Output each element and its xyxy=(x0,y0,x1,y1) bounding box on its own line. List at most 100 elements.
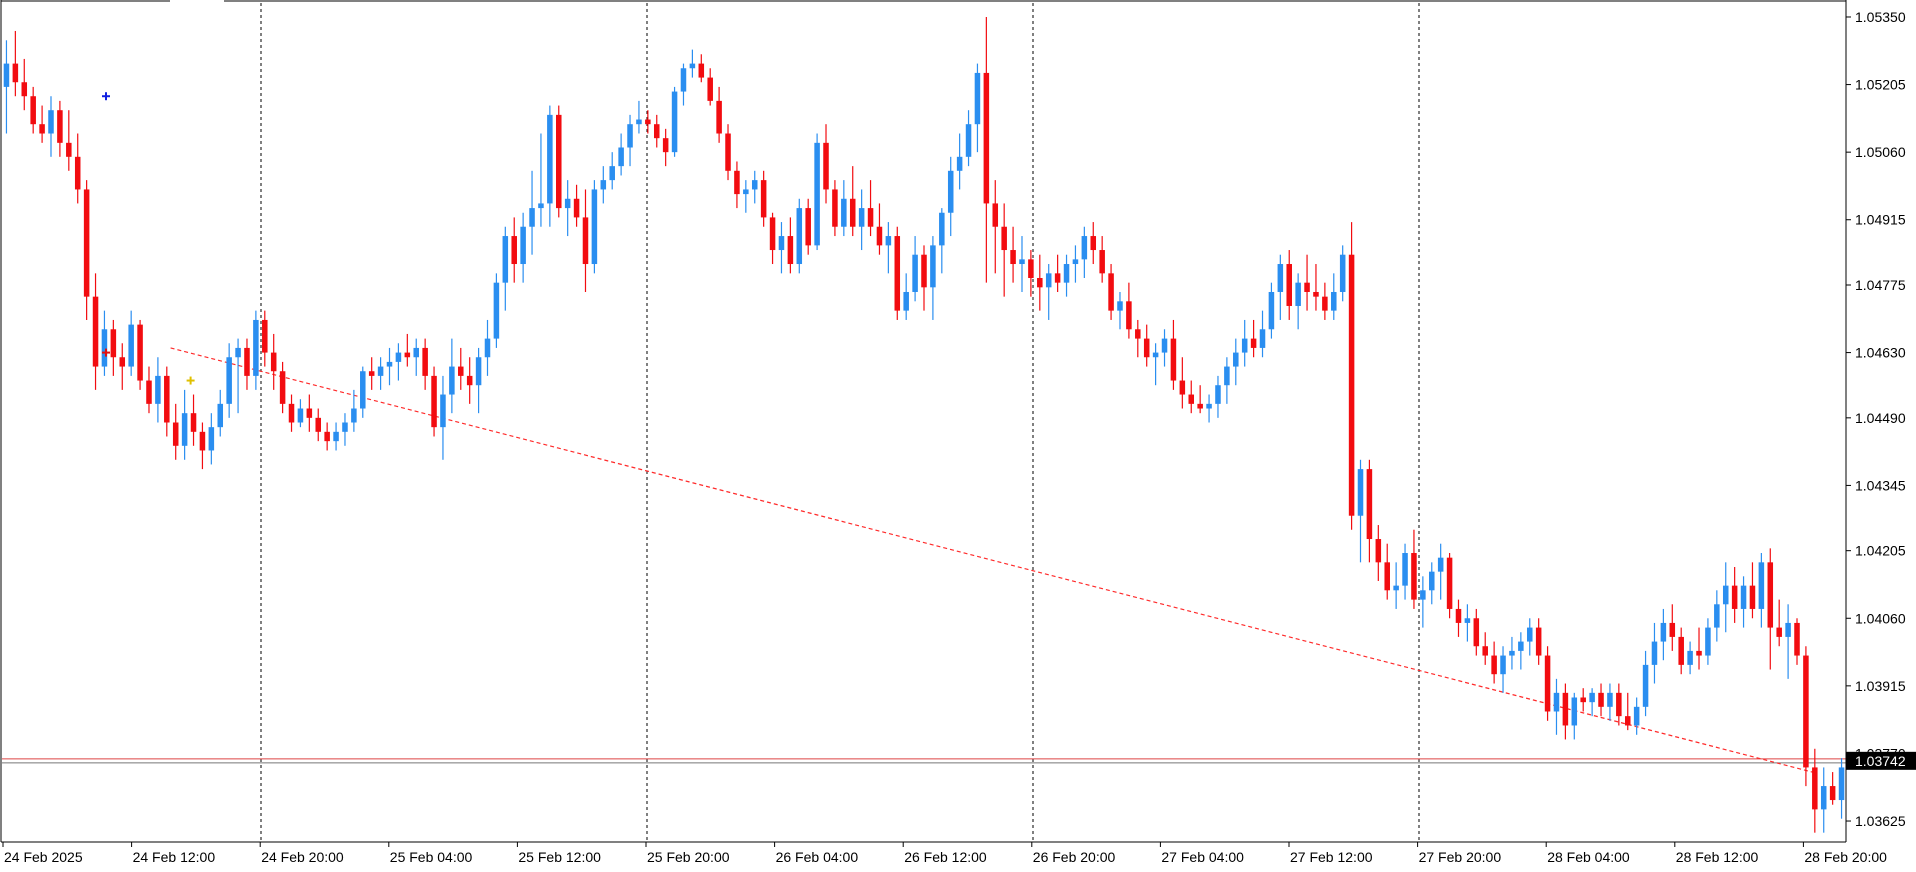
candle xyxy=(1446,553,1453,619)
candle xyxy=(119,343,126,390)
candle-body xyxy=(1749,585,1756,609)
candle-body xyxy=(662,138,669,153)
candle xyxy=(1607,683,1613,721)
candle-body xyxy=(921,254,927,288)
candle-body xyxy=(164,375,170,423)
candle-body xyxy=(538,203,544,209)
candle xyxy=(1339,245,1346,302)
candle-body xyxy=(1241,338,1248,353)
candle-body xyxy=(1722,585,1729,605)
candle-body xyxy=(128,324,134,367)
candle-body xyxy=(1117,301,1123,311)
candle-body xyxy=(1152,352,1159,358)
candle-body xyxy=(1224,366,1230,386)
candle-body xyxy=(74,156,81,190)
candle xyxy=(208,413,215,465)
candle xyxy=(1678,627,1684,675)
candle xyxy=(939,208,945,274)
candle xyxy=(1268,282,1275,339)
candle-body xyxy=(814,142,820,246)
candle xyxy=(244,338,250,390)
candle-body xyxy=(493,282,500,339)
candle-body xyxy=(475,357,482,386)
candle xyxy=(262,310,268,367)
last-price-box xyxy=(1846,751,1916,770)
candle xyxy=(725,124,731,181)
candle-body xyxy=(449,366,455,395)
price-tick-label: 1.04775 xyxy=(1855,277,1906,293)
candle-body xyxy=(1758,562,1765,609)
candle xyxy=(645,110,651,134)
price-tick-label: 1.04915 xyxy=(1855,212,1906,228)
candle xyxy=(1179,357,1186,409)
candle-body xyxy=(1500,655,1506,675)
candle-body xyxy=(83,189,90,297)
candle-body xyxy=(547,114,553,204)
candle xyxy=(3,40,10,134)
candle-body xyxy=(1812,767,1818,810)
candle xyxy=(21,58,28,111)
candle-body xyxy=(440,394,446,428)
candle xyxy=(921,245,927,311)
candle xyxy=(1518,632,1524,670)
candle xyxy=(458,347,464,390)
candle-body xyxy=(1143,338,1150,358)
candle-body xyxy=(1028,259,1034,279)
candle-body xyxy=(1491,655,1497,675)
time-tick-label: 26 Feb 04:00 xyxy=(776,849,859,865)
candle xyxy=(1366,459,1373,563)
candle xyxy=(1019,236,1025,292)
candle xyxy=(778,222,785,274)
candle-body xyxy=(894,236,901,311)
candle-body xyxy=(591,189,598,265)
candle-body xyxy=(1072,259,1079,265)
candle xyxy=(1295,273,1301,330)
candle-body xyxy=(146,380,152,404)
candle xyxy=(1749,562,1756,619)
candle xyxy=(743,180,749,213)
candle-body xyxy=(787,236,794,265)
candle-body xyxy=(1740,585,1747,609)
candle-body xyxy=(1526,627,1533,642)
candle-body xyxy=(965,124,972,157)
candle xyxy=(1491,641,1497,684)
time-tick-label: 28 Feb 04:00 xyxy=(1547,849,1630,865)
time-tick-label: 24 Feb 2025 xyxy=(4,849,83,865)
price-tick-label: 1.05350 xyxy=(1855,9,1906,25)
candle-body xyxy=(1705,627,1711,656)
candle-body xyxy=(315,417,322,432)
candle xyxy=(1063,254,1070,297)
candle-body xyxy=(1001,226,1007,251)
candle xyxy=(849,166,856,237)
candle-body xyxy=(573,198,580,218)
candle xyxy=(1464,604,1471,642)
candle xyxy=(217,389,224,437)
candle xyxy=(1090,222,1097,265)
candle xyxy=(591,180,598,274)
candle xyxy=(1455,599,1462,637)
candle xyxy=(1589,688,1595,717)
candle-body xyxy=(137,324,143,381)
candle xyxy=(627,114,633,167)
candle-body xyxy=(947,170,954,213)
candle-body xyxy=(1616,692,1622,717)
candle xyxy=(1553,678,1560,735)
red-marker xyxy=(102,348,110,357)
candle-body xyxy=(1589,692,1595,703)
time-axis[interactable]: 24 Feb 2025 24 Feb 12:00 24 Feb 20:00 25 Fe… xyxy=(2,842,1887,865)
candle xyxy=(734,161,740,209)
last-price-text: 1.03742 xyxy=(1855,753,1906,769)
candle xyxy=(903,273,909,320)
candle xyxy=(930,236,936,320)
candle xyxy=(841,180,847,237)
candle xyxy=(475,347,482,414)
candle-body xyxy=(1037,278,1043,288)
candle-body xyxy=(1660,622,1667,642)
candle xyxy=(1286,250,1292,320)
candle-body xyxy=(511,236,517,265)
candle xyxy=(538,133,544,227)
candle-body xyxy=(689,63,696,69)
candle xyxy=(1393,562,1399,609)
